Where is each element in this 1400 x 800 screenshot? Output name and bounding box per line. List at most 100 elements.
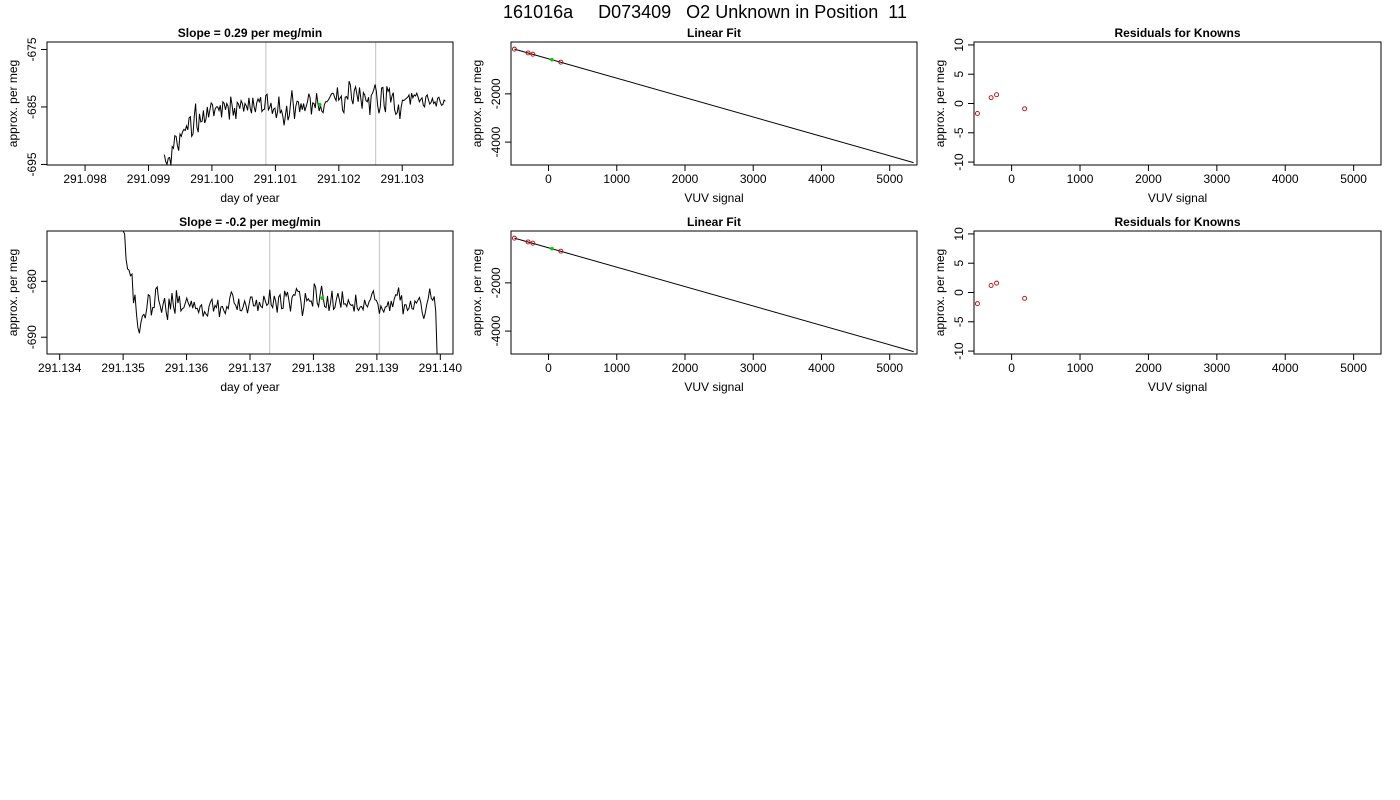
residuals-1-ytick-label-3: 5 [952,71,966,78]
residuals-2-residual-point-0 [974,301,980,307]
linear-fit-1-known-point-0 [511,46,517,52]
residuals-2-xtick-label-4: 4000 [1272,361,1299,375]
linear-fit-1-xtick-label-0: 0 [545,172,552,186]
timeseries-1-xtick-label-1: 291.099 [127,172,171,186]
linear-fit-2-known-point-0 [511,235,517,241]
linear-fit-2-ytick-label-0: -4000 [489,315,503,346]
residuals-1-title: Residuals for Knowns [1114,26,1240,40]
residuals-1-ytick-label-0: -10 [952,153,966,171]
residuals-1-panel [968,41,1382,171]
residuals-2-xtick-label-3: 3000 [1203,361,1230,375]
timeseries-1-xlabel: day of year [220,191,279,205]
timeseries-1-series-line [163,80,446,165]
timeseries-2-plot-area [122,231,438,354]
linear-fit-1-plot-area [511,46,914,164]
linear-fit-2-frame [510,230,918,355]
residuals-1-frame [973,41,1382,166]
timeseries-2-ylabel: approx. per meg [6,249,20,336]
residuals-2-xtick-label-1: 1000 [1067,361,1094,375]
timeseries-1-xtick-label-4: 291.102 [317,172,361,186]
linear-fit-1-fit-line [514,48,914,164]
timeseries-2-xtick-label-6: 291.140 [419,361,463,375]
linear-fit-2-title: Linear Fit [687,215,741,229]
timeseries-2-panel [41,230,454,360]
timeseries-2-xtick-label-0: 291.134 [38,361,82,375]
linear-fit-2-known-point-3 [558,248,564,254]
linear-fit-2-unknown-point-0 [550,246,554,251]
linear-fit-1-panel [505,41,918,171]
timeseries-1-unknown-point [317,102,322,107]
timeseries-1-xtick-label-3: 291.101 [254,172,298,186]
residuals-2-ytick-label-2: 0 [952,289,966,296]
timeseries-2-xlabel: day of year [220,380,279,394]
linear-fit-2-xtick-label-3: 3000 [740,361,767,375]
linear-fit-2-xtick-label-5: 5000 [876,361,903,375]
residuals-2-xtick-label-2: 2000 [1135,361,1162,375]
residuals-1-xtick-label-4: 4000 [1272,172,1299,186]
residuals-1-residual-point-1 [988,95,994,101]
linear-fit-1-frame [510,41,918,166]
linear-fit-2-xtick-label-1: 1000 [603,361,630,375]
residuals-1-ytick-label-1: -5 [952,127,966,138]
linear-fit-2-ylabel: approx. per meg [470,249,484,336]
timeseries-2-frame [46,230,454,355]
linear-fit-1-known-point-3 [558,59,564,65]
linear-fit-1-ylabel: approx. per meg [470,60,484,147]
residuals-1-ylabel: approx. per meg [933,60,947,147]
residuals-2-xlabel: VUV signal [1148,380,1207,394]
timeseries-2-ytick-label-0: -690 [25,325,39,349]
residuals-2-ylabel: approx. per meg [933,249,947,336]
linear-fit-1-xtick-label-3: 3000 [740,172,767,186]
linear-fit-2-xlabel: VUV signal [684,380,743,394]
timeseries-2-xtick-label-5: 291.139 [355,361,399,375]
residuals-1-ytick-label-2: 0 [952,100,966,107]
timeseries-2-unknown-point [320,296,325,300]
timeseries-1-ytick-label-0: -695 [25,152,39,176]
timeseries-2-xtick-label-2: 291.136 [165,361,209,375]
residuals-1-plot-area [974,92,1028,116]
linear-fit-2-ytick-label-1: -2000 [489,267,503,298]
residuals-1-xtick-label-1: 1000 [1067,172,1094,186]
residuals-1-xtick-label-5: 5000 [1340,172,1367,186]
residuals-1-xtick-label-2: 2000 [1135,172,1162,186]
residuals-2-ytick-label-0: -10 [952,342,966,360]
timeseries-1-xtick-label-0: 291.098 [63,172,107,186]
linear-fit-1-xlabel: VUV signal [684,191,743,205]
timeseries-2-ytick-label-1: -680 [25,269,39,293]
linear-fit-1-ytick-label-0: -4000 [489,126,503,157]
linear-fit-1-unknown-point-0 [550,57,554,62]
linear-fit-2-known-point-1 [525,239,531,245]
linear-fit-2-xtick-label-2: 2000 [672,361,699,375]
timeseries-1-ytick-label-1: -685 [25,95,39,119]
linear-fit-1-xtick-label-5: 5000 [876,172,903,186]
linear-fit-2-xtick-label-0: 0 [545,361,552,375]
linear-fit-1-xtick-label-2: 2000 [672,172,699,186]
residuals-1-residual-point-0 [974,111,980,116]
linear-fit-1-ytick-label-1: -2000 [489,78,503,109]
residuals-2-ytick-label-4: 10 [952,227,966,241]
residuals-2-frame [973,230,1382,355]
residuals-2-plot-area [974,280,1028,307]
timeseries-1-ytick-label-2: -675 [25,37,39,61]
timeseries-2-xtick-label-4: 291.138 [292,361,336,375]
timeseries-1-title: Slope = 0.29 per meg/min [178,26,322,40]
residuals-2-residual-point-2 [994,280,1000,286]
residuals-1-xlabel: VUV signal [1148,191,1207,205]
timeseries-1-ylabel: approx. per meg [6,60,20,147]
timeseries-2-xtick-label-3: 291.137 [228,361,272,375]
residuals-2-xtick-label-5: 5000 [1340,361,1367,375]
timeseries-2-series-line [122,231,438,354]
timeseries-1-frame [46,41,454,166]
residuals-2-xtick-label-0: 0 [1008,361,1015,375]
linear-fit-2-known-point-2 [530,240,536,246]
linear-fit-2-xtick-label-4: 4000 [808,361,835,375]
linear-fit-1-known-point-1 [525,50,531,56]
linear-fit-1-known-point-2 [530,51,536,57]
timeseries-1-panel [41,41,454,171]
residuals-2-residual-point-1 [988,283,994,288]
linear-fit-1-title: Linear Fit [687,26,741,40]
figure-title: 161016a D073409 O2 Unknown in Position 1… [503,2,907,22]
residuals-1-ytick-label-4: 10 [952,38,966,52]
residuals-1-xtick-label-3: 3000 [1203,172,1230,186]
